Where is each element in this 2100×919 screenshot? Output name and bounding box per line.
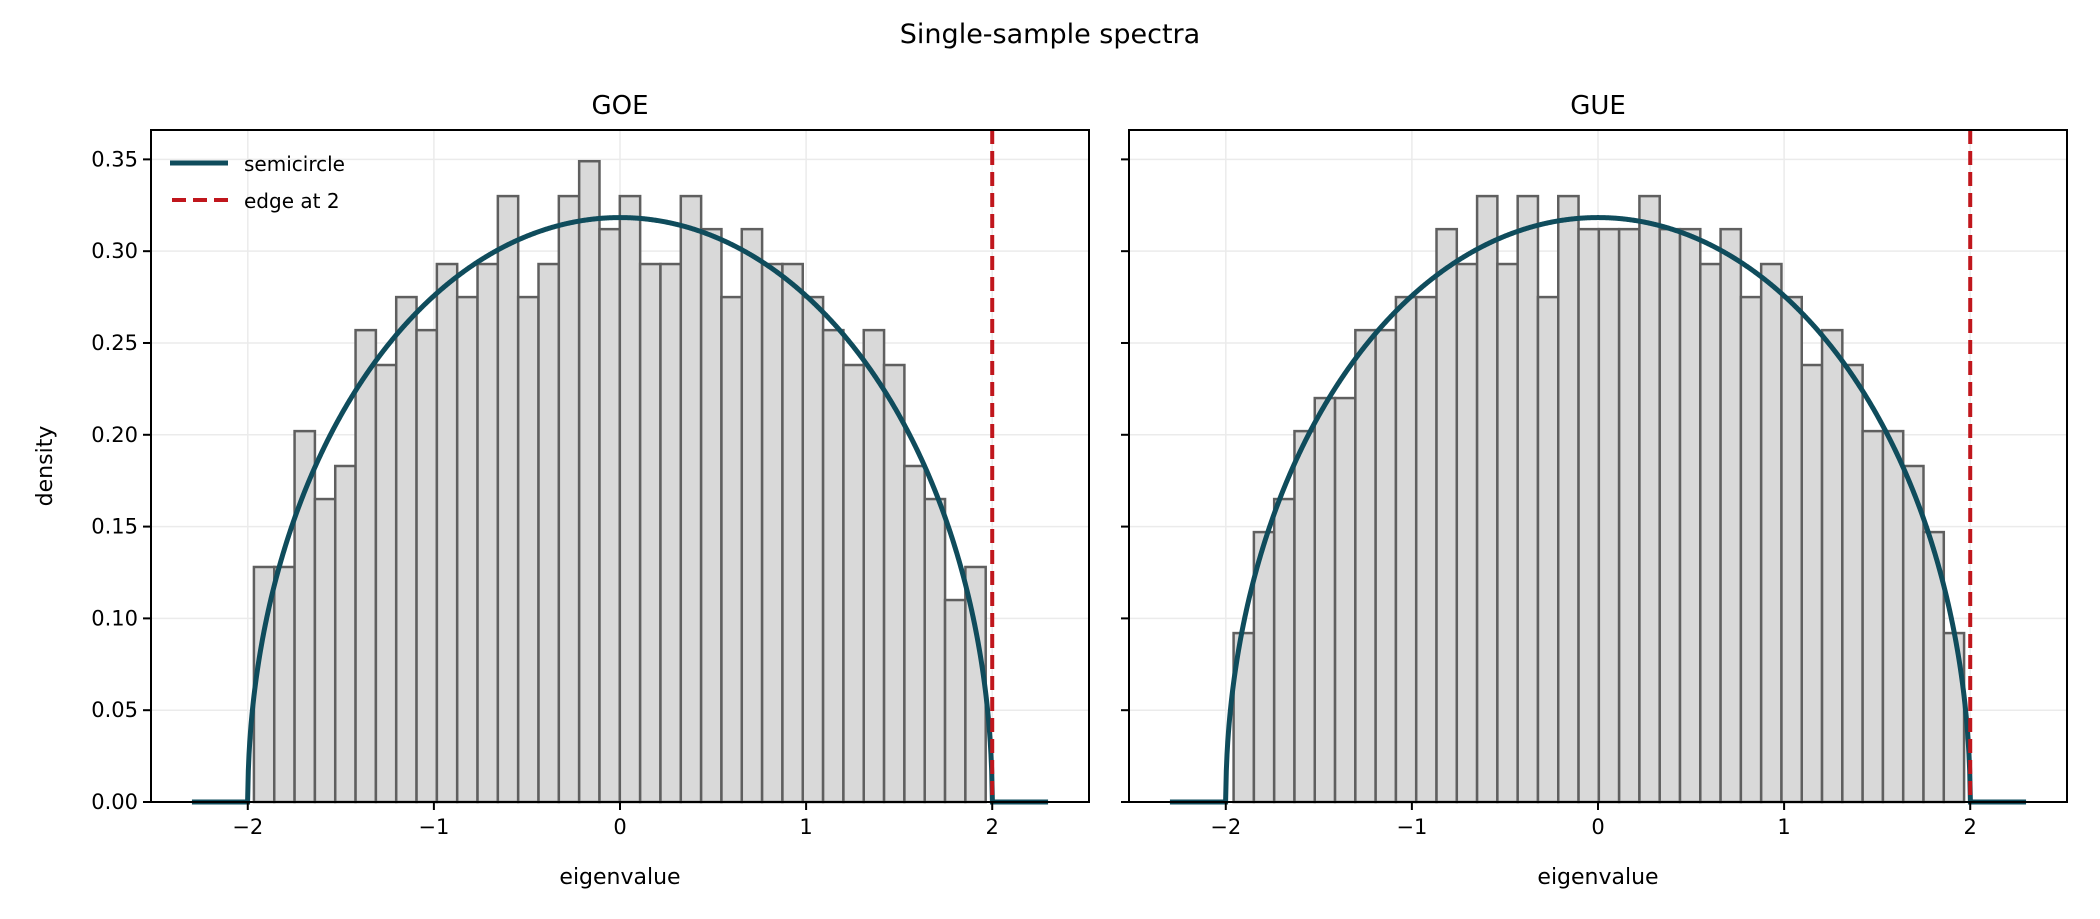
semicircle-curve xyxy=(1169,215,2027,805)
histogram-bar xyxy=(1536,295,1560,804)
histogram-bar xyxy=(1557,194,1580,804)
histogram-bar xyxy=(577,159,601,804)
histogram-bar xyxy=(333,464,357,804)
x-tick-label: 1 xyxy=(799,815,812,839)
histogram-bar xyxy=(1841,363,1864,804)
y-tick-label: 0.30 xyxy=(91,239,138,263)
histogram-bar xyxy=(638,262,662,804)
semicircle-curve xyxy=(191,215,1049,805)
histogram-bar xyxy=(496,194,520,804)
histogram-bar xyxy=(516,295,540,804)
histogram-bar xyxy=(1354,328,1377,804)
histogram-bar xyxy=(821,328,845,804)
histogram-bar xyxy=(537,262,561,804)
histogram-bar xyxy=(862,328,886,804)
histogram-bar xyxy=(659,262,683,804)
x-tick-label: 0 xyxy=(613,815,626,839)
y-tick-label: 0.10 xyxy=(91,606,138,630)
x-tick-label: −1 xyxy=(1396,815,1427,839)
histogram-bar xyxy=(943,598,967,804)
histogram-bar xyxy=(1496,262,1519,804)
histogram-bar xyxy=(1577,227,1601,804)
histogram-bar xyxy=(1759,262,1783,804)
histogram-bar xyxy=(1820,328,1844,804)
y-tick-label: 0.35 xyxy=(91,147,138,171)
histogram-bar xyxy=(1414,295,1438,804)
y-tick-label: 0.00 xyxy=(91,790,138,814)
histogram-bar xyxy=(740,227,764,804)
histogram-bar xyxy=(313,497,337,804)
x-tick-label: −2 xyxy=(1210,815,1241,839)
histogram-bar xyxy=(1881,429,1905,804)
histogram-bar xyxy=(1475,194,1499,804)
histogram-bar xyxy=(394,295,418,804)
histogram-bar xyxy=(1333,396,1357,804)
panel-goe: −2 −1 0 1 2 0.00 0.05 0.10 0.15 0.20 0.25 0.30 0.35 G… xyxy=(33,91,1090,890)
histogram-bar xyxy=(598,227,622,804)
histogram-bar xyxy=(1597,227,1621,804)
x-axis-label: eigenvalue xyxy=(1537,865,1658,890)
histogram-bar xyxy=(1638,194,1661,804)
x-tick-label: −2 xyxy=(232,815,263,839)
legend: semicircle edge at 2 xyxy=(170,152,345,213)
histogram-bar xyxy=(1394,295,1418,804)
histogram-bar xyxy=(455,295,479,804)
legend-label-semicircle: semicircle xyxy=(244,152,345,176)
histogram-bar xyxy=(1780,295,1804,804)
histogram-bar xyxy=(1658,227,1682,804)
histogram-bar xyxy=(1800,363,1824,804)
histogram-bar xyxy=(476,262,500,804)
y-tick-label: 0.20 xyxy=(91,423,138,447)
histogram-bar xyxy=(1293,429,1317,804)
histogram-bar xyxy=(1678,227,1702,804)
x-axis-label: eigenvalue xyxy=(559,865,680,890)
histogram-bar xyxy=(1455,262,1479,804)
figure-title: Single-sample spectra xyxy=(900,19,1200,50)
histogram-bar xyxy=(1699,262,1722,804)
x-tick-label: 1 xyxy=(1777,815,1790,839)
histogram-bar xyxy=(1313,396,1337,804)
y-axis-label: density xyxy=(33,426,58,507)
histogram-bar xyxy=(842,363,865,804)
x-tick-label: 0 xyxy=(1591,815,1604,839)
histogram-bar xyxy=(720,295,744,804)
histogram-bar xyxy=(1617,227,1641,804)
histogram-bar xyxy=(882,363,906,804)
legend-label-edge: edge at 2 xyxy=(244,189,340,213)
y-tick-label: 0.15 xyxy=(91,515,138,539)
histogram-bar xyxy=(699,227,723,804)
x-tick-label: −1 xyxy=(418,815,449,839)
histogram-bar xyxy=(1719,227,1743,804)
histogram-bar xyxy=(1516,194,1540,804)
histogram-bar xyxy=(1374,328,1398,804)
histogram-bar xyxy=(618,194,642,804)
x-tick-label: 2 xyxy=(986,815,999,839)
histogram-bar xyxy=(354,328,378,804)
histogram-bar xyxy=(781,262,805,804)
histogram-bar xyxy=(1272,497,1296,804)
histogram-bar xyxy=(374,363,398,804)
panel-title: GOE xyxy=(591,91,648,121)
panel-title: GUE xyxy=(1570,91,1626,121)
histogram-bar xyxy=(1435,227,1459,804)
histogram-bar xyxy=(903,464,926,804)
histogram-bar xyxy=(801,295,825,804)
histogram-bar xyxy=(415,328,439,804)
histogram-bar xyxy=(1861,429,1885,804)
y-tick-label: 0.05 xyxy=(91,698,138,722)
histogram-bar xyxy=(1739,295,1763,804)
histogram-bar xyxy=(435,262,459,804)
histogram-bar xyxy=(923,497,947,804)
x-tick-label: 2 xyxy=(1964,815,1977,839)
histogram-bar xyxy=(272,565,296,804)
histogram-bar xyxy=(679,194,703,804)
panel-gue: −2 −1 0 1 2 GUE eigenvalue xyxy=(1121,91,2068,890)
histogram-bar xyxy=(760,262,784,804)
histogram-bar xyxy=(557,194,581,804)
y-tick-label: 0.25 xyxy=(91,331,138,355)
